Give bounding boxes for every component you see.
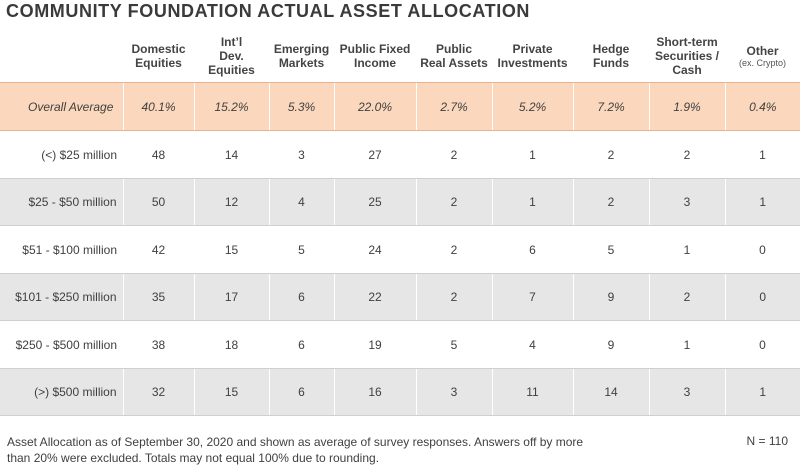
table-cell: 19	[334, 320, 416, 369]
row-label: $51 - $100 million	[0, 225, 123, 274]
table-cell: 3	[269, 130, 334, 179]
average-cell: 15.2%	[193, 82, 269, 131]
footnote: Asset Allocation as of September 30, 202…	[7, 435, 584, 465]
table-cell: 2	[648, 273, 725, 321]
table-cell: 0	[725, 320, 800, 369]
table-cell: 3	[415, 368, 492, 416]
header-row: Domestic Equities Int’l Dev. Equities Emer…	[0, 30, 800, 83]
table-cell: 9	[573, 320, 649, 369]
column-header: Other (ex. Crypto)	[725, 30, 800, 83]
column-header: Emerging Markets	[273, 42, 330, 70]
average-cell: 0.4%	[724, 82, 800, 131]
table-cell: 16	[333, 368, 416, 416]
table-cell: 48	[123, 130, 194, 179]
table-cell: 2	[416, 130, 492, 179]
table-cell: 2	[416, 225, 492, 274]
table-cell: 38	[123, 320, 194, 369]
table-cell: 1	[724, 178, 800, 226]
table-row: $250 - $500 million 38 18 6 19 5 4 9 1 0	[0, 320, 800, 369]
table-cell: 0	[725, 225, 800, 274]
row-label: (>) $500 million	[0, 368, 123, 416]
table-cell: 4	[492, 320, 573, 369]
table-cell: 5	[269, 225, 334, 274]
table-cell: 7	[491, 273, 573, 321]
page-title: COMMUNITY FOUNDATION ACTUAL ASSET ALLOCA…	[6, 1, 531, 21]
row-label: $101 - $250 million	[0, 273, 123, 321]
average-cell: 40.1%	[122, 82, 194, 131]
table-cell: 15	[194, 225, 269, 274]
table-cell: 6	[269, 320, 334, 369]
corner-cell	[0, 30, 123, 83]
table-cell: 6	[268, 368, 334, 416]
table-row: $25 - $50 million 50 12 4 25 2 1 2 3 1	[0, 178, 800, 226]
average-cell: 7.2%	[572, 82, 649, 131]
average-cell: 1.9%	[648, 82, 725, 131]
table-cell: 1	[492, 130, 573, 179]
table-cell: 24	[334, 225, 416, 274]
table-cell: 35	[122, 273, 194, 321]
table-cell: 17	[193, 273, 269, 321]
table-cell: 1	[491, 178, 573, 226]
table-cell: 1	[724, 368, 800, 416]
table-cell: 6	[492, 225, 573, 274]
table-cell: 3	[648, 368, 725, 416]
table-cell: 5	[416, 320, 492, 369]
table-cell: 0	[724, 273, 800, 321]
table-row: $101 - $250 million 35 17 6 22 2 7 9 2 0	[0, 273, 800, 321]
table-cell: 25	[333, 178, 416, 226]
table-cell: 18	[194, 320, 269, 369]
column-header: Public Fixed Income	[339, 42, 411, 70]
table-cell: 5	[573, 225, 649, 274]
table-cell: 3	[648, 178, 725, 226]
overall-average-row: Overall Average 40.1% 15.2% 5.3% 22.0% 2…	[0, 82, 800, 131]
table-cell: 4	[268, 178, 334, 226]
table-cell: 27	[334, 130, 416, 179]
table-cell: 6	[268, 273, 334, 321]
row-label: $250 - $500 million	[0, 320, 123, 369]
row-label: $25 - $50 million	[0, 178, 123, 226]
average-cell: 2.7%	[415, 82, 492, 131]
table-row: (>) $500 million 32 15 6 16 3 11 14 3 1	[0, 368, 800, 416]
allocation-table: Domestic Equities Int’l Dev. Equities Emer…	[0, 30, 800, 416]
row-label: Overall Average	[0, 82, 123, 131]
table-row: $51 - $100 million 42 15 5 24 2 6 5 1 0	[0, 225, 800, 274]
table-cell: 22	[333, 273, 416, 321]
average-cell: 5.3%	[268, 82, 334, 131]
table-cell: 14	[572, 368, 649, 416]
sample-size: N = 110	[746, 434, 788, 448]
column-header: Private Investments	[497, 42, 568, 70]
column-header: Int’l Dev. Equities	[208, 35, 255, 77]
average-cell: 5.2%	[491, 82, 573, 131]
table-cell: 1	[725, 130, 800, 179]
table-cell: 1	[649, 225, 725, 274]
column-header: Domestic Equities	[131, 42, 186, 70]
table-cell: 1	[649, 320, 725, 369]
column-header: Short-term Securities / Cash	[654, 35, 720, 77]
column-header: Public Real Assets	[420, 42, 488, 70]
table-cell: 2	[649, 130, 725, 179]
table-cell: 42	[123, 225, 194, 274]
table-cell: 2	[572, 178, 649, 226]
column-header: Hedge Funds	[592, 42, 630, 70]
column-subheader: (ex. Crypto)	[738, 57, 786, 68]
table-cell: 12	[193, 178, 269, 226]
table-row: (<) $25 million 48 14 3 27 2 1 2 2 1	[0, 130, 800, 179]
table-cell: 2	[415, 273, 492, 321]
row-label: (<) $25 million	[0, 130, 123, 179]
table-cell: 32	[122, 368, 194, 416]
table-cell: 2	[415, 178, 492, 226]
table-cell: 11	[491, 368, 573, 416]
table-cell: 9	[572, 273, 649, 321]
table-cell: 15	[193, 368, 269, 416]
table-cell: 14	[194, 130, 269, 179]
average-cell: 22.0%	[333, 82, 416, 131]
table-cell: 2	[573, 130, 649, 179]
table-cell: 50	[122, 178, 194, 226]
